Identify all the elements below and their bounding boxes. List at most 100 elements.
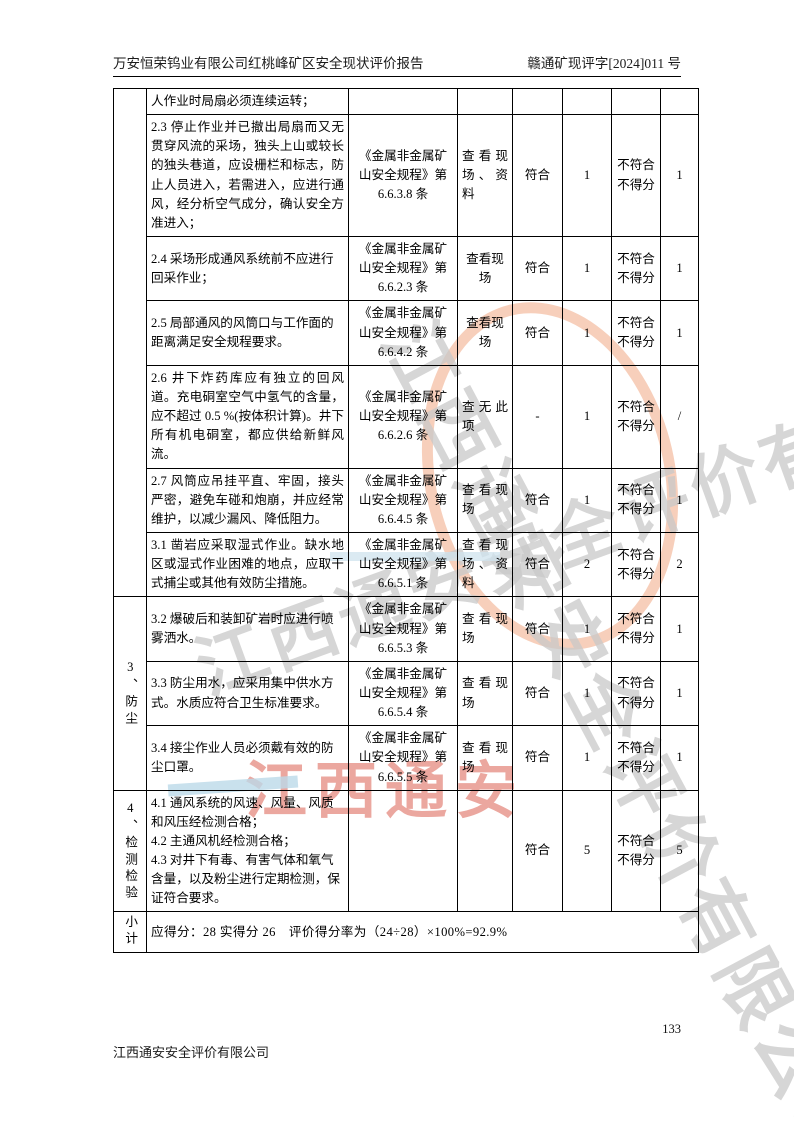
- evaluation-method: 查看现场: [457, 725, 513, 791]
- deduction-rule: 不符合不得分: [611, 789, 661, 913]
- evaluation-method: 查看现场: [457, 467, 513, 533]
- table-row: 人作业时局扇必须连续运转；: [113, 87, 699, 598]
- section-label: 4、检测检验: [123, 800, 138, 902]
- item-text: 2.6 井下炸药库应有独立的回风道。充电硐室空气中氢气的含量，应不超过 0.5 …: [146, 364, 349, 469]
- standard-score: [562, 87, 612, 116]
- header-rule: [113, 76, 681, 77]
- actual-score: 1: [660, 725, 699, 791]
- actual-score: 1: [660, 660, 699, 727]
- summary-text: 应得分：28 实得分 26 评价得分率为（24÷28）×100%=92.9%: [146, 911, 699, 953]
- assessment-table: 人作业时局扇必须连续运转； 2.3 停止作业并已撤出局扇而又无贯穿风流的采场，独…: [113, 87, 699, 953]
- evaluation-result: 符合: [512, 300, 563, 366]
- evaluation-method: 查看现场、资料: [457, 114, 513, 237]
- evaluation-method: [457, 789, 513, 913]
- evaluation-result: 符合: [512, 114, 563, 237]
- section-label: 3、防尘: [123, 659, 138, 728]
- standard-score: 5: [562, 789, 612, 913]
- page-header: 万安恒荣钨业有限公司红桃峰矿区安全现状评价报告 赣通矿现评字[2024]011 …: [113, 52, 681, 72]
- deduction-rule: 不符合不得分: [611, 660, 661, 727]
- item-reference: 《金属非金属矿山安全规程》第 6.6.5.1 条: [348, 531, 458, 598]
- deduction-rule: 不符合不得分: [611, 300, 661, 366]
- standard-score: 1: [562, 725, 612, 791]
- evaluation-result: 符合: [512, 660, 563, 727]
- evaluation-result: 符合: [512, 789, 563, 913]
- standard-score: 1: [562, 114, 612, 237]
- evaluation-result: 符合: [512, 467, 563, 533]
- actual-score: 1: [660, 467, 699, 533]
- actual-score: 1: [660, 235, 699, 302]
- item-text: 人作业时局扇必须连续运转；: [146, 87, 349, 116]
- summary-label-cell: 小计: [113, 911, 147, 953]
- standard-score: 1: [562, 300, 612, 366]
- item-text: 4.1 通风系统的风速、风量、风质和风压经检测合格； 4.2 主通风机经检测合格…: [146, 789, 349, 913]
- item-reference: [348, 87, 458, 116]
- evaluation-method: 查看现场: [457, 596, 513, 662]
- report-code: 赣通矿现评字[2024]011 号: [527, 56, 681, 71]
- item-reference: 《金属非金属矿山安全规程》第 6.6.2.6 条: [348, 364, 458, 469]
- evaluation-result: 符合: [512, 235, 563, 302]
- item-reference: 《金属非金属矿山安全规程》第 6.6.5.3 条: [348, 596, 458, 662]
- section-cell-continued: [113, 87, 147, 598]
- item-text: 2.3 停止作业并已撤出局扇而又无贯穿风流的采场，独头上山或较长的独头巷道，应设…: [146, 114, 349, 237]
- footer-company: 江西通安安全评价有限公司: [113, 1045, 270, 1060]
- table-row: 3.4 接尘作业人员必须戴有效的防尘口罩。 《金属非金属矿山安全规程》第 6.6…: [114, 725, 699, 791]
- page-number: 133: [662, 1022, 681, 1036]
- deduction-rule: 不符合不得分: [611, 596, 661, 662]
- deduction-rule: [611, 87, 661, 116]
- evaluation-result: [512, 87, 563, 116]
- table-row: 4、检测检验 4.1 通风系统的风速、风量、风质和风压经检测合格； 4.2 主通…: [113, 789, 699, 913]
- standard-score: 1: [562, 596, 612, 662]
- deduction-rule: 不符合不得分: [611, 725, 661, 791]
- section-cell-dust: 3、防尘: [113, 596, 147, 791]
- item-text: 3.4 接尘作业人员必须戴有效的防尘口罩。: [146, 725, 349, 791]
- standard-score: 1: [562, 364, 612, 469]
- table-row: 3.3 防尘用水，应采用集中供水方式。水质应符合卫生标准要求。 《金属非金属矿山…: [114, 660, 699, 727]
- item-reference: 《金属非金属矿山安全规程》第 6.6.3.8 条: [348, 114, 458, 237]
- item-text: 3.2 爆破后和装卸矿岩时应进行喷雾洒水。: [146, 596, 349, 662]
- evaluation-method: 查无此项: [457, 364, 513, 469]
- table-row: 2.4 采场形成通风系统前不应进行回采作业； 《金属非金属矿山安全规程》第 6.…: [114, 235, 699, 302]
- actual-score: 1: [660, 114, 699, 237]
- standard-score: 2: [562, 531, 612, 598]
- item-reference: 《金属非金属矿山安全规程》第 6.6.2.3 条: [348, 235, 458, 302]
- item-text: 2.4 采场形成通风系统前不应进行回采作业；: [146, 235, 349, 302]
- actual-score: 5: [660, 789, 699, 913]
- deduction-rule: 不符合不得分: [611, 114, 661, 237]
- evaluation-result: 符合: [512, 531, 563, 598]
- item-text: 2.7 风筒应吊挂平直、牢固，接头严密，避免车碰和炮崩，并应经常维护，以减少漏风…: [146, 467, 349, 533]
- section-cell-inspection: 4、检测检验: [113, 789, 147, 913]
- item-text: 3.3 防尘用水，应采用集中供水方式。水质应符合卫生标准要求。: [146, 660, 349, 727]
- table-row: 2.7 风筒应吊挂平直、牢固，接头严密，避免车碰和炮崩，并应经常维护，以减少漏风…: [114, 467, 699, 533]
- item-reference: 《金属非金属矿山安全规程》第 6.6.5.5 条: [348, 725, 458, 791]
- actual-score: /: [660, 364, 699, 469]
- summary-row: 小计 应得分：28 实得分 26 评价得分率为（24÷28）×100%=92.9…: [113, 911, 699, 953]
- actual-score: [660, 87, 699, 116]
- summary-label: 小计: [123, 915, 138, 949]
- deduction-rule: 不符合不得分: [611, 531, 661, 598]
- item-reference: 《金属非金属矿山安全规程》第 6.6.4.5 条: [348, 467, 458, 533]
- evaluation-method: 查看现场: [457, 300, 513, 366]
- actual-score: 1: [660, 596, 699, 662]
- actual-score: 2: [660, 531, 699, 598]
- item-reference: 《金属非金属矿山安全规程》第 6.6.5.4 条: [348, 660, 458, 727]
- item-reference: 《金属非金属矿山安全规程》第 6.6.4.2 条: [348, 300, 458, 366]
- evaluation-result: 符合: [512, 596, 563, 662]
- deduction-rule: 不符合不得分: [611, 235, 661, 302]
- table-row: 3、防尘 3.2 爆破后和装卸矿岩时应进行喷雾洒水。 《金属非金属矿山安全规程》…: [113, 596, 699, 791]
- evaluation-result: -: [512, 364, 563, 469]
- evaluation-method: 查看现场: [457, 660, 513, 727]
- evaluation-result: 符合: [512, 725, 563, 791]
- item-reference: [348, 789, 458, 913]
- deduction-rule: 不符合不得分: [611, 364, 661, 469]
- table-row: 2.5 局部通风的风筒口与工作面的距离满足安全规程要求。 《金属非金属矿山安全规…: [114, 300, 699, 366]
- evaluation-method: [457, 87, 513, 116]
- table-row: 3.1 凿岩应采取湿式作业。缺水地区或湿式作业困难的地点，应取干式捕尘或其他有效…: [114, 531, 699, 598]
- report-title: 万安恒荣钨业有限公司红桃峰矿区安全现状评价报告: [113, 56, 424, 71]
- table-row: 2.6 井下炸药库应有独立的回风道。充电硐室空气中氢气的含量，应不超过 0.5 …: [114, 364, 699, 469]
- standard-score: 1: [562, 235, 612, 302]
- actual-score: 1: [660, 300, 699, 366]
- standard-score: 1: [562, 467, 612, 533]
- table-row: 2.3 停止作业并已撤出局扇而又无贯穿风流的采场，独头上山或较长的独头巷道，应设…: [114, 114, 699, 237]
- standard-score: 1: [562, 660, 612, 727]
